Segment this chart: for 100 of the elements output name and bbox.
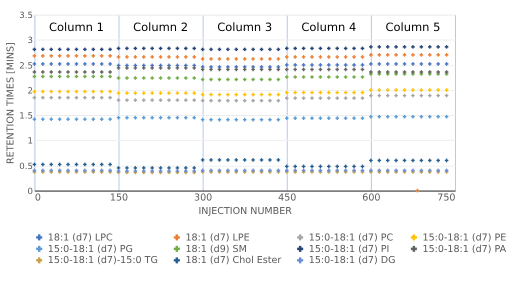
point bbox=[310, 63, 314, 67]
point bbox=[360, 63, 364, 67]
point bbox=[242, 78, 246, 82]
point bbox=[92, 70, 96, 74]
point bbox=[108, 117, 112, 122]
point bbox=[352, 90, 356, 94]
point bbox=[293, 46, 297, 50]
point bbox=[176, 46, 180, 50]
point bbox=[335, 90, 340, 94]
point bbox=[108, 48, 112, 52]
point bbox=[444, 45, 448, 49]
point bbox=[444, 53, 448, 57]
point bbox=[167, 98, 171, 102]
point bbox=[260, 48, 264, 52]
point bbox=[134, 76, 138, 80]
point bbox=[411, 114, 415, 118]
point bbox=[116, 46, 120, 50]
point bbox=[402, 114, 406, 118]
point bbox=[302, 75, 306, 79]
point bbox=[268, 158, 272, 162]
point bbox=[83, 74, 87, 78]
point bbox=[209, 118, 213, 122]
point bbox=[92, 48, 96, 52]
point bbox=[200, 48, 204, 52]
point bbox=[268, 118, 272, 122]
point bbox=[226, 98, 230, 102]
point bbox=[209, 98, 213, 102]
point bbox=[116, 98, 120, 102]
point bbox=[251, 68, 255, 72]
point bbox=[402, 45, 406, 49]
point bbox=[192, 91, 196, 95]
point bbox=[344, 90, 348, 94]
point bbox=[218, 158, 222, 162]
annotation: Column 3 bbox=[217, 20, 272, 34]
point bbox=[268, 48, 272, 52]
point bbox=[394, 53, 398, 57]
point bbox=[108, 162, 112, 166]
point bbox=[394, 62, 398, 66]
point bbox=[284, 90, 289, 94]
point bbox=[209, 57, 213, 61]
point bbox=[344, 46, 348, 50]
point bbox=[344, 75, 348, 79]
point bbox=[58, 117, 62, 122]
point bbox=[327, 75, 331, 79]
point bbox=[428, 62, 432, 66]
point bbox=[378, 88, 382, 92]
point bbox=[242, 98, 246, 102]
point bbox=[327, 164, 331, 168]
point bbox=[226, 118, 230, 122]
point bbox=[192, 98, 196, 102]
point bbox=[158, 66, 162, 70]
point bbox=[352, 68, 356, 72]
point bbox=[134, 91, 138, 95]
point bbox=[420, 62, 424, 66]
point bbox=[74, 117, 78, 122]
point bbox=[58, 74, 62, 78]
point bbox=[49, 74, 54, 78]
point bbox=[142, 98, 146, 102]
annotation: Column 2 bbox=[133, 20, 188, 34]
point bbox=[176, 116, 180, 120]
point bbox=[444, 94, 448, 98]
point bbox=[192, 55, 196, 59]
point bbox=[49, 90, 54, 94]
point bbox=[66, 54, 70, 58]
point bbox=[49, 70, 54, 74]
point bbox=[352, 96, 356, 100]
point bbox=[378, 62, 382, 66]
point bbox=[150, 91, 154, 95]
point bbox=[327, 90, 331, 94]
point bbox=[260, 118, 264, 122]
point bbox=[344, 96, 348, 100]
point bbox=[200, 92, 204, 96]
point bbox=[58, 90, 62, 94]
point bbox=[352, 46, 356, 50]
point bbox=[242, 92, 246, 96]
point bbox=[58, 62, 62, 66]
point bbox=[335, 55, 340, 59]
point bbox=[209, 48, 213, 52]
point bbox=[92, 117, 96, 122]
point bbox=[378, 53, 382, 57]
point bbox=[142, 46, 146, 50]
point bbox=[402, 62, 406, 66]
point bbox=[150, 76, 154, 80]
point bbox=[83, 70, 87, 74]
point bbox=[176, 91, 180, 95]
point bbox=[41, 70, 45, 74]
point bbox=[83, 48, 87, 52]
point bbox=[369, 114, 373, 118]
x-tick-label: 300 bbox=[194, 192, 212, 204]
point bbox=[327, 55, 331, 59]
point bbox=[32, 96, 36, 100]
point bbox=[310, 164, 314, 168]
point bbox=[176, 166, 180, 170]
point bbox=[167, 66, 171, 70]
point bbox=[142, 166, 146, 170]
point bbox=[378, 45, 382, 49]
point bbox=[420, 114, 424, 118]
point bbox=[192, 166, 196, 170]
point bbox=[100, 74, 104, 78]
point bbox=[378, 114, 382, 118]
